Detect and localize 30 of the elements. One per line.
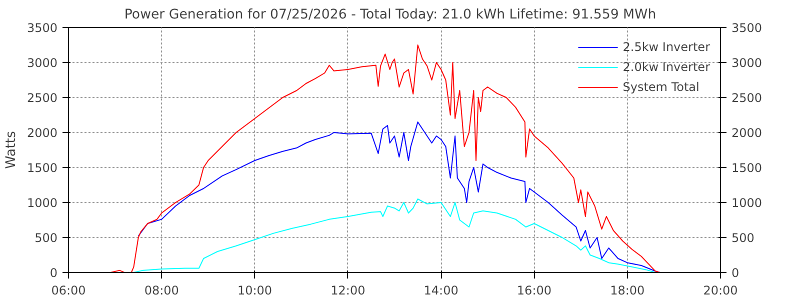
y2-tick-label: 1000 — [732, 196, 762, 210]
y-tick-label: 3500 — [26, 21, 58, 35]
y2-tick-label: 2500 — [732, 91, 762, 105]
y-tick-label: 1500 — [26, 161, 58, 175]
y2-tick-label: 500 — [732, 231, 754, 245]
x-tick-label: 06:00 — [51, 284, 86, 298]
legend-label: 2.0kw Inverter — [622, 60, 710, 74]
y2-tick-label: 0 — [732, 266, 740, 280]
x-tick-label: 14:00 — [424, 284, 458, 298]
y-tick-label: 1000 — [26, 196, 58, 210]
y-axis-title: Watts — [4, 131, 19, 169]
y-tick-label: 0 — [50, 266, 58, 280]
chart-title: Power Generation for 07/25/2026 - Total Today: 21.0 kWh Lifetime: 91.559 MWh — [124, 8, 656, 22]
legend-label: 2.5kw Inverter — [622, 40, 710, 54]
x-tick-label: 10:00 — [237, 284, 272, 298]
y-tick-label: 2000 — [26, 126, 58, 140]
line-series — [133, 198, 656, 272]
legend-label: System Total — [622, 80, 700, 94]
x-tick-label: 08:00 — [144, 284, 179, 298]
x-tick-label: 18:00 — [610, 284, 645, 298]
y-tick-label: 3000 — [26, 56, 58, 70]
y2-tick-label: 1500 — [732, 161, 762, 175]
y2-tick-label: 2000 — [732, 126, 762, 140]
y2-tick-label: 3500 — [732, 21, 762, 35]
x-tick-label: 20:00 — [703, 284, 738, 298]
x-tick-label: 12:00 — [330, 284, 366, 298]
y2-tick-label: 3000 — [732, 56, 762, 70]
y-tick-label: 500 — [34, 231, 58, 245]
y-tick-label: 2500 — [26, 91, 58, 105]
x-tick-label: 16:00 — [516, 284, 552, 298]
